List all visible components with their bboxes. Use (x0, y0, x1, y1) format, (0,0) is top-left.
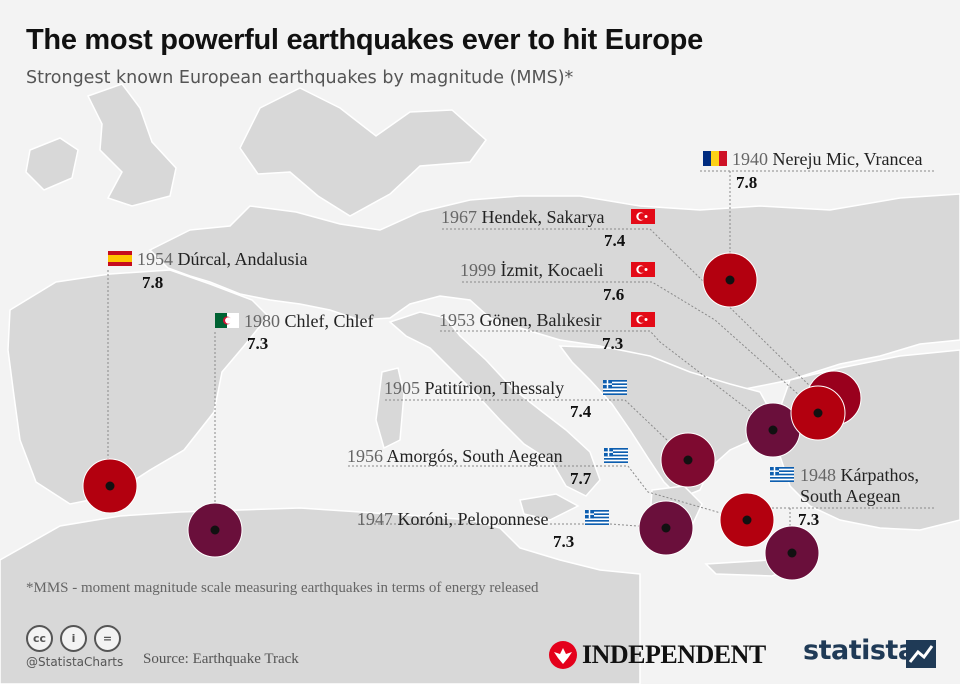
label-year: 1967 (441, 207, 477, 227)
algeria-flag (215, 313, 239, 328)
label-place: Amorgós, South Aegean (386, 446, 563, 466)
independent-logo[interactable]: INDEPENDENT (582, 640, 766, 669)
quake-dot-1956 (742, 515, 752, 525)
quake-dot-1954 (105, 481, 115, 491)
greece-flag (603, 380, 627, 395)
footnote: *MMS - moment magnitude scale measuring … (26, 580, 539, 596)
independent-eagle-icon (549, 641, 577, 669)
land-italy (388, 311, 601, 497)
statista-logo[interactable]: statista (803, 635, 916, 666)
magnitude-1953: 7.3 (602, 334, 624, 353)
label-year: 1956 (347, 446, 383, 466)
label-place: Koróni, Peloponnese (397, 509, 549, 529)
label-1967: 1967 Hendek, Sakarya (441, 206, 604, 228)
label-1999: 1999 İzmit, Kocaeli (460, 259, 603, 281)
land-sardinia (375, 367, 405, 450)
label-1953: 1953 Gönen, Balıkesir (439, 309, 601, 331)
page-title: The most powerful earthquakes ever to hi… (26, 24, 703, 56)
label-1948: 1948 Kárpathos, (800, 464, 919, 486)
quake-dot-1947 (661, 523, 671, 533)
land-britain (86, 83, 177, 207)
label-year: 1940 (732, 149, 768, 169)
label-1956: 1956 Amorgós, South Aegean (347, 445, 563, 467)
leader-1905 (385, 399, 689, 461)
twitter-handle[interactable]: @StatistaCharts (26, 655, 124, 669)
turkey-flag (631, 209, 655, 224)
label-year: 1980 (244, 311, 280, 331)
leader-1967 (442, 228, 817, 393)
greece-flag (604, 448, 628, 463)
land-ireland (25, 137, 79, 191)
leader-1953 (440, 330, 773, 429)
label-1948-line2: South Aegean (800, 486, 901, 506)
label-year: 1947 (357, 509, 393, 529)
magnitude-1999: 7.6 (603, 285, 625, 304)
magnitude-1947: 7.3 (553, 532, 575, 551)
land-north-africa (0, 507, 641, 684)
magnitude-1948: 7.3 (798, 510, 820, 529)
turkey-flag (631, 262, 655, 277)
quake-dot-1948 (787, 548, 797, 558)
magnitude-1954: 7.8 (142, 273, 164, 292)
quake-dot-1999 (813, 408, 823, 418)
magnitude-1956: 7.7 (570, 469, 592, 488)
quake-dot-1980 (210, 525, 220, 535)
label-place: Hendek, Sakarya (481, 207, 605, 227)
label-place: Dúrcal, Andalusia (177, 249, 308, 269)
label-place: Patitírion, Thessaly (424, 378, 565, 398)
label-place: Kárpathos, (840, 465, 919, 485)
no-derivatives-icon[interactable]: = (94, 625, 121, 652)
label-year: 1999 (460, 260, 496, 280)
label-place: Chlef, Chlef (284, 311, 374, 331)
land-continent (148, 193, 960, 391)
source-text: Source: Earthquake Track (143, 651, 299, 667)
quake-dot-1953 (768, 425, 778, 435)
leader-lines (107, 170, 936, 552)
quake-circles (82, 252, 862, 581)
greece-flag (770, 467, 794, 482)
spain-flag (108, 251, 132, 266)
label-1947: 1947 Koróni, Peloponnese (357, 508, 548, 530)
magnitude-1967: 7.4 (604, 231, 626, 250)
creative-commons-icon[interactable]: cc (26, 625, 53, 652)
leader-1999 (462, 281, 819, 413)
land-scandinavia (239, 87, 488, 217)
greece-flag (585, 510, 609, 525)
turkey-flag (631, 312, 655, 327)
label-year: 1953 (439, 310, 475, 330)
magnitude-1980: 7.3 (247, 334, 269, 353)
label-1954: 1954 Dúrcal, Andalusia (137, 248, 307, 270)
label-year: 1948 (800, 465, 836, 485)
page-subtitle: Strongest known European earthquakes by … (26, 68, 574, 88)
label-1980: 1980 Chlef, Chlef (244, 310, 373, 332)
attribution-icon[interactable]: i (60, 625, 87, 652)
statista-logo-icon (906, 640, 936, 668)
label-place: Gönen, Balıkesir (479, 310, 602, 330)
magnitude-1905: 7.4 (570, 402, 592, 421)
land-sicily (519, 493, 580, 521)
label-year: 1905 (384, 378, 420, 398)
magnitude-1940: 7.8 (736, 173, 758, 192)
quake-dot-1940 (725, 275, 735, 285)
land-iberia (7, 269, 270, 505)
label-1940: 1940 Nereju Mic, Vrancea (732, 148, 923, 170)
label-place: Nereju Mic, Vrancea (772, 149, 923, 169)
label-place: İzmit, Kocaeli (500, 260, 604, 280)
romania-flag (703, 151, 727, 166)
label-year: 1954 (137, 249, 173, 269)
leader-1940 (700, 170, 936, 280)
label-1905: 1905 Patitírion, Thessaly (384, 377, 564, 399)
leader-1956 (348, 465, 746, 521)
quake-dot-1905 (683, 455, 693, 465)
